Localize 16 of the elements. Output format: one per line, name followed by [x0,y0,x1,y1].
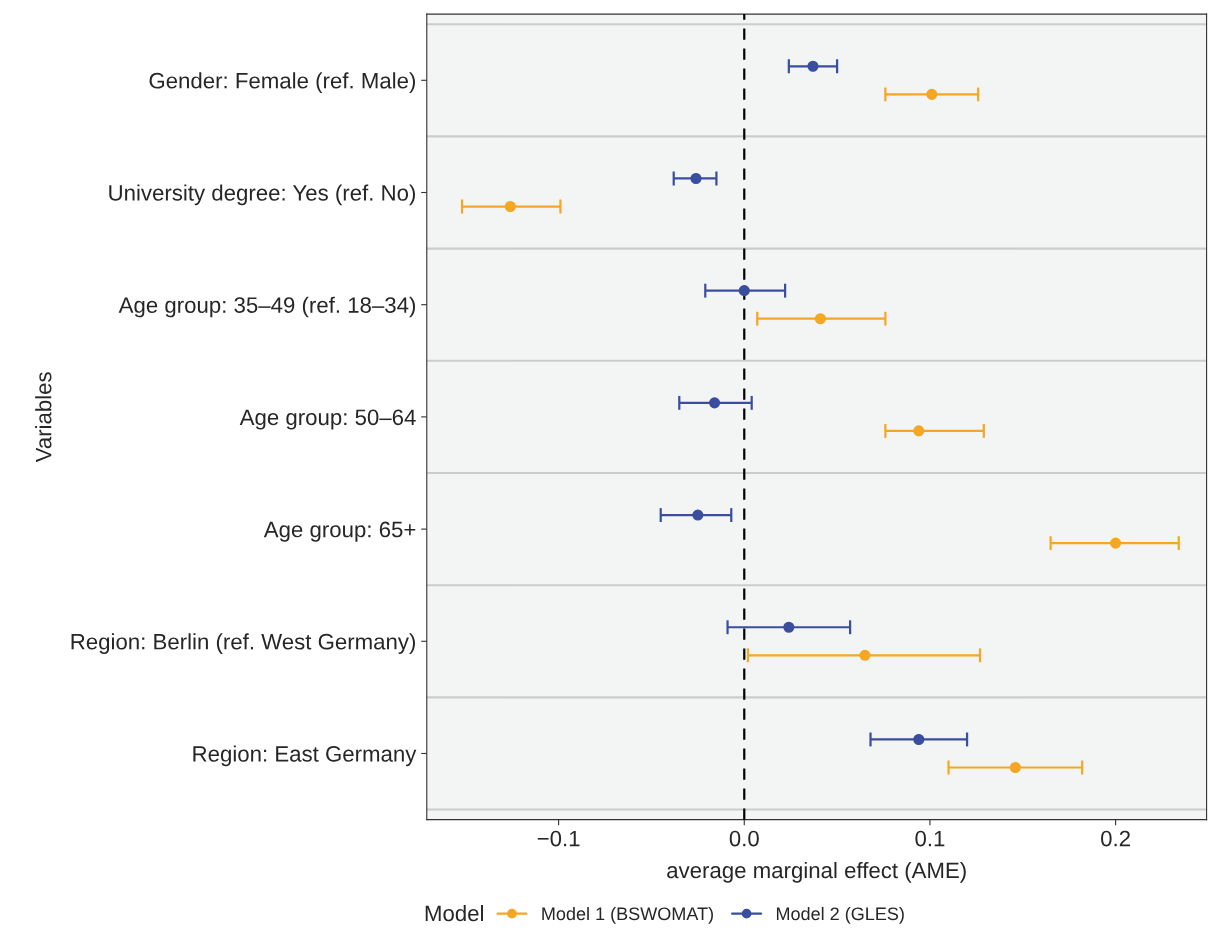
y-tick-label: Age group: 35–49 (ref. 18–34) [118,296,416,318]
legend-label: Model 2 (GLES) [776,906,904,924]
x-axis-title: average marginal effect (AME) [667,861,966,883]
x-tick-label: 0.2 [1101,830,1130,847]
legend-label: Model 1 (BSWOMAT) [542,906,713,924]
x-tick-label: 0.1 [915,830,945,847]
y-tick-label: Region: Berlin (ref. West Germany) [71,633,415,654]
x-tick-label: 0.0 [729,830,759,847]
y-tick-label: Gender: Female (ref. Male) [149,72,415,93]
y-tick-label: Age group: 65+ [263,521,416,542]
y-axis-title: Variables [35,372,52,463]
y-tick-label: Region: East Germany [193,745,417,767]
x-tick-label: −0.1 [537,830,580,847]
legend-title: Model [425,904,483,922]
y-tick-label: Age group: 50–64 [239,409,416,430]
y-tick-label: University degree: Yes (ref. No) [109,184,415,206]
